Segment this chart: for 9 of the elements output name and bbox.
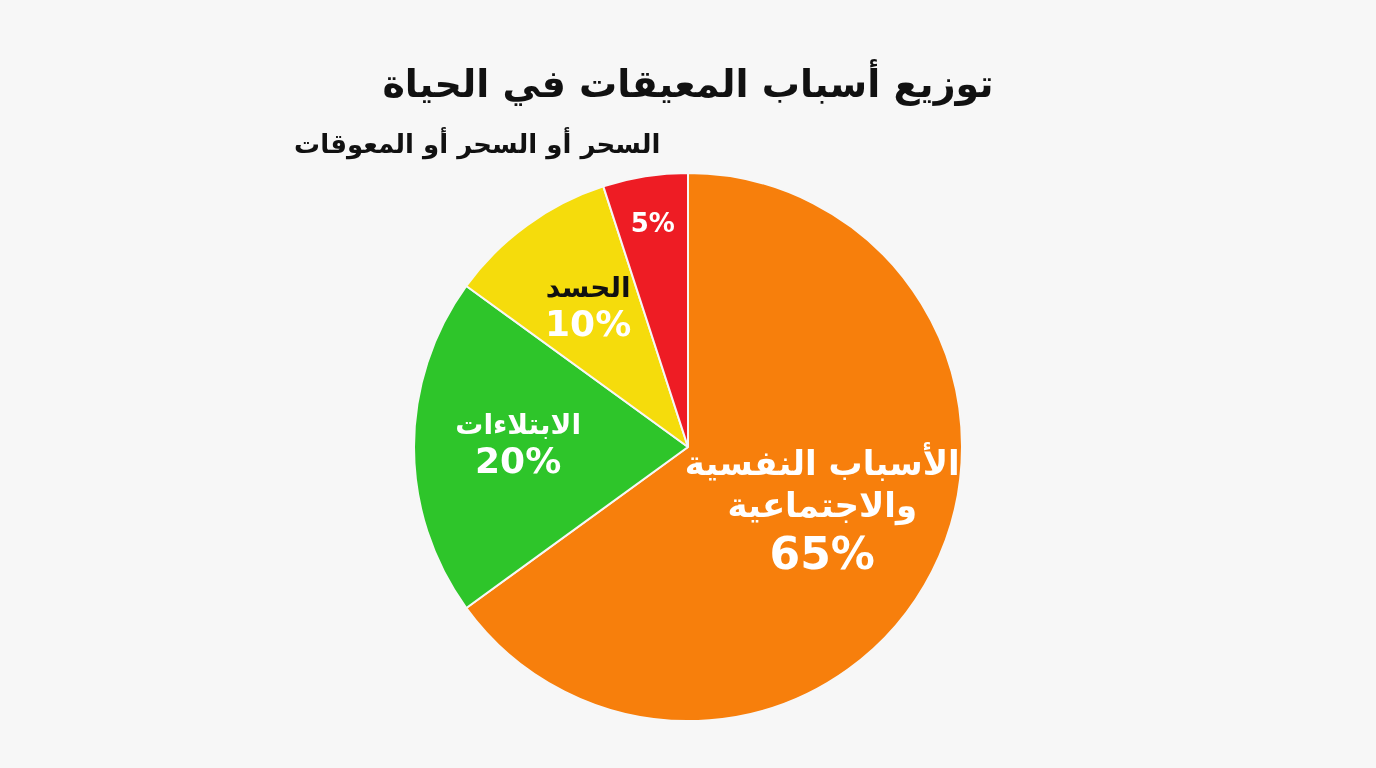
data-label: 65% [769,527,875,579]
slice-label: الأسباب النفسية والاجتماعية [684,442,960,527]
data-label: 20% [475,440,562,482]
data-label: 5% [630,207,675,238]
chart-title: توزيع أسباب المعيقات في الحياة [381,58,995,108]
data-label: 10% [545,302,632,344]
slice-label: الابتلاءات [455,408,581,442]
slice-label: السحر أو السحر أو المعوقات [294,127,661,161]
slice-label: الحسد [545,270,631,304]
